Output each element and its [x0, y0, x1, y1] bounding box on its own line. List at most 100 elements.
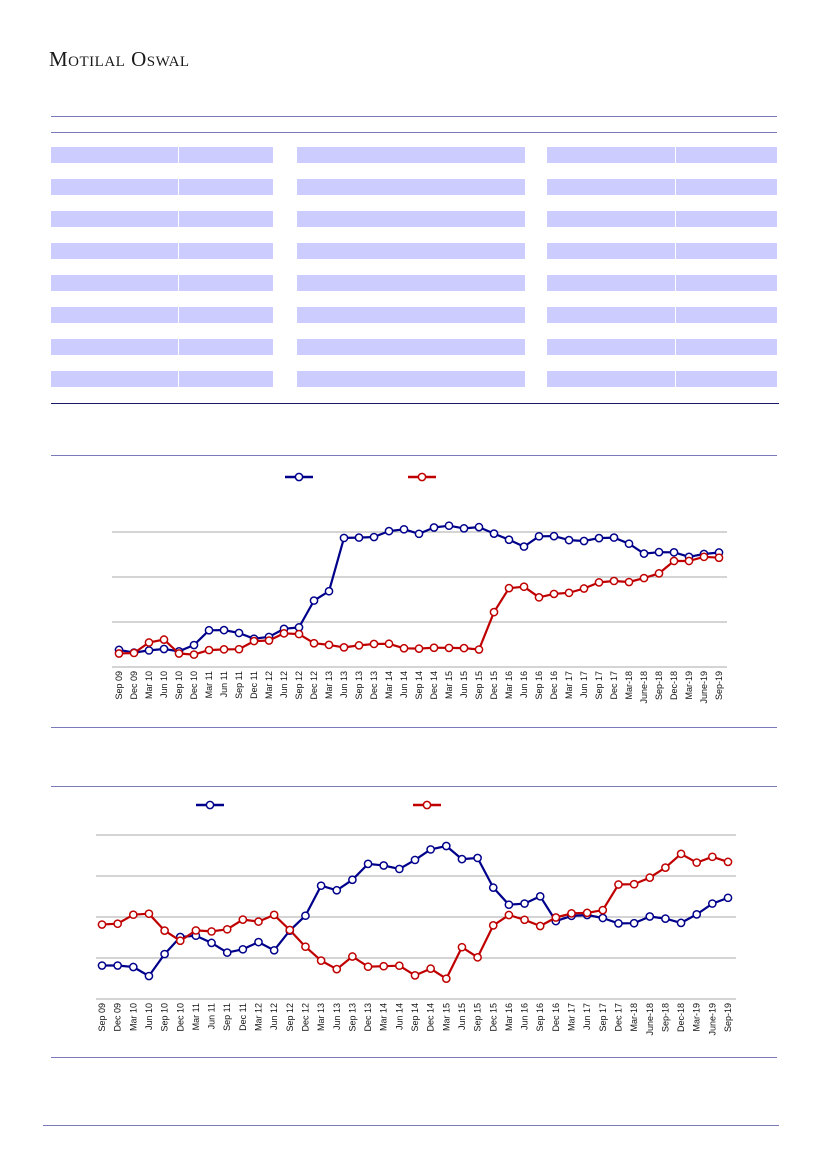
x-tick-label: Sep-18 — [660, 1003, 670, 1032]
data-point — [639, 573, 649, 583]
data-point — [339, 643, 349, 652]
data-point — [384, 526, 394, 536]
data-point — [348, 952, 357, 961]
x-tick-label: Mar 10 — [128, 1003, 138, 1031]
x-tick-label: Mar-19 — [684, 671, 694, 700]
data-point — [639, 549, 649, 558]
table-row-group-2 — [297, 147, 525, 163]
table-row-group-1 — [51, 179, 273, 195]
data-point — [504, 583, 514, 593]
data-point — [609, 533, 619, 542]
x-tick-label: Jun 15 — [457, 1003, 467, 1030]
x-tick-label: Sep 12 — [285, 1003, 295, 1032]
table-row-group-1 — [51, 307, 273, 323]
data-point — [128, 962, 138, 972]
data-point — [264, 636, 274, 645]
chart2-top-rule — [51, 786, 777, 787]
data-point — [708, 899, 717, 908]
data-point — [441, 841, 451, 851]
data-point — [354, 533, 364, 542]
data-point — [444, 521, 454, 531]
line-chart-1: Sep 09 Dec 09 Mar 10 Jun 10 Sep 10 Dec 10 Mar … — [112, 472, 727, 704]
x-tick-label: Sep 14 — [410, 1003, 420, 1032]
data-point — [316, 956, 326, 965]
table-cell-divider — [675, 371, 676, 387]
data-point — [692, 910, 702, 919]
data-point — [444, 643, 454, 653]
data-point — [369, 639, 379, 649]
table-cell-divider — [178, 243, 179, 259]
data-point — [379, 961, 389, 971]
line-chart-2: Sep 09 Dec 09 Mar 10 Jun 10 Sep 10 Dec 10 Mar … — [96, 800, 736, 1036]
x-tick-label: Dec 14 — [426, 1003, 436, 1032]
data-point — [594, 533, 604, 543]
x-tick-label: Sep 13 — [354, 671, 364, 700]
x-tick-label: Jun 17 — [582, 1003, 592, 1030]
data-point — [457, 942, 467, 952]
data-point — [723, 857, 733, 867]
data-point — [254, 917, 263, 926]
data-point — [699, 552, 709, 562]
data-point — [97, 920, 107, 929]
table-row-group-2 — [297, 243, 525, 259]
table-bottom-rule — [51, 403, 779, 404]
data-point — [144, 638, 154, 647]
x-tick-label: Mar-18 — [624, 671, 634, 700]
table-row-group-2 — [297, 179, 525, 195]
data-point — [113, 961, 123, 970]
table-cell-divider — [675, 339, 676, 355]
footer-rule — [43, 1125, 779, 1126]
chart1-bottom-rule — [51, 727, 777, 728]
data-point — [238, 944, 248, 954]
data-point — [579, 536, 589, 546]
header-rule — [51, 116, 777, 117]
data-point — [269, 910, 279, 920]
x-tick-label: Sep 09 — [114, 671, 124, 700]
data-point — [669, 556, 679, 566]
x-tick-label: Dec 17 — [613, 1003, 623, 1032]
x-tick-label: Dec 12 — [300, 1003, 310, 1032]
data-point — [594, 578, 604, 587]
x-tick-label: Dec 15 — [488, 1003, 498, 1032]
table-row-group-1 — [51, 211, 273, 227]
x-tick-label: Mar 15 — [441, 1003, 451, 1031]
table-row-group-3 — [547, 179, 777, 195]
data-point — [473, 952, 482, 962]
table-cell-divider — [178, 307, 179, 323]
x-tick-label: Sep 15 — [474, 671, 484, 700]
table-row-group-3 — [547, 275, 777, 291]
data-point — [489, 607, 499, 617]
x-tick-label: Mar 12 — [264, 671, 274, 699]
x-tick-label: Mar-18 — [629, 1003, 639, 1032]
x-tick-label: Mar 15 — [444, 671, 454, 699]
table-cell-divider — [675, 243, 676, 259]
data-point — [219, 625, 229, 635]
x-tick-label: Sep 11 — [222, 1003, 232, 1031]
data-point — [160, 926, 169, 935]
data-point — [441, 974, 451, 984]
x-tick-label: Jun 16 — [520, 1003, 530, 1030]
x-tick-label: Sep 16 — [535, 1003, 545, 1032]
data-point — [324, 586, 334, 596]
data-point — [222, 948, 232, 957]
table-row-group-1 — [51, 339, 273, 355]
x-tick-label: Dec 10 — [189, 671, 199, 700]
x-tick-label: Mar 10 — [144, 671, 154, 699]
data-point — [414, 529, 424, 539]
data-point — [692, 858, 702, 867]
data-point — [579, 584, 589, 593]
x-tick-label: Dec 13 — [363, 1003, 373, 1032]
x-tick-label: Dec 11 — [249, 671, 259, 699]
data-point — [354, 641, 364, 650]
series-line-0 — [102, 844, 729, 978]
data-point — [609, 576, 619, 586]
x-tick-label: June-19 — [699, 671, 709, 704]
table-cell-divider — [178, 371, 179, 387]
data-point — [191, 926, 201, 935]
data-point — [189, 650, 199, 659]
data-point — [520, 915, 529, 925]
x-tick-label: Jun 10 — [159, 671, 169, 698]
data-point — [459, 524, 469, 533]
data-point — [309, 596, 319, 605]
data-point — [363, 962, 373, 972]
